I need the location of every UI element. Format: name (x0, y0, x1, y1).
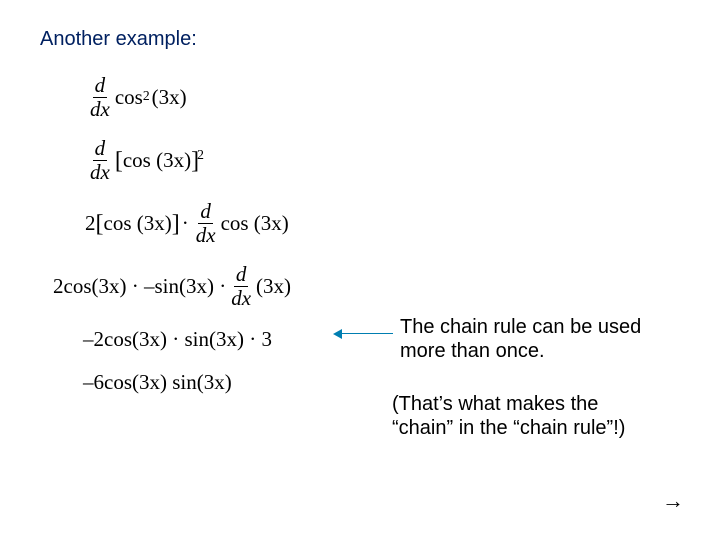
ddx-fraction: d dx (88, 138, 112, 183)
expr: –6cos(3x) sin(3x) (83, 370, 232, 395)
coef: 2 (85, 211, 96, 236)
inner-expr: cos (3x) (123, 148, 191, 173)
arg-text: (3x) (152, 85, 187, 110)
pointer-arrow-line (338, 333, 393, 334)
math-line-6: –6cos(3x) sin(3x) (83, 370, 291, 395)
annotation-chain-explanation: (That’s what makes the “chain” in the “c… (392, 392, 625, 440)
annotation-line: The chain rule can be used (400, 315, 641, 339)
dot: · (182, 211, 189, 236)
ddx-fraction: d dx (194, 201, 218, 246)
left-bracket: [ (115, 148, 123, 175)
rest: cos (3x) (221, 211, 289, 236)
expr: –2cos(3x) · sin(3x) · 3 (83, 327, 272, 352)
math-line-3: 2 [ cos (3x) ] · d dx cos (3x) (85, 201, 291, 246)
left-bracket: [ (96, 211, 104, 238)
annotation-line: more than once. (400, 339, 641, 363)
expr-part-b: (3x) (256, 274, 291, 299)
math-line-2: d dx [ cos (3x) ]2 (85, 138, 291, 183)
inner-expr: cos (3x) (104, 211, 172, 236)
ddx-fraction: d dx (229, 264, 253, 309)
right-bracket: ] (172, 211, 180, 238)
math-line-1: d dx cos2 (3x) (85, 75, 291, 120)
annotation-chain-rule-used: The chain rule can be used more than onc… (400, 315, 641, 363)
derivation-steps: d dx cos2 (3x) d dx [ cos (3x) ]2 2 [ co… (85, 75, 291, 395)
annotation-line: “chain” in the “chain rule”!) (392, 416, 625, 440)
ddx-fraction: d dx (88, 75, 112, 120)
exponent: 2 (197, 147, 204, 163)
slide-title: Another example: (40, 28, 197, 51)
math-line-4: 2cos(3x) · –sin(3x) · d dx (3x) (53, 264, 291, 309)
next-slide-arrow-icon[interactable]: → (662, 488, 684, 514)
pointer-arrow-head-icon (333, 329, 342, 339)
exponent: 2 (143, 88, 150, 104)
cos-text: cos (115, 85, 143, 110)
math-line-5: –2cos(3x) · sin(3x) · 3 (83, 327, 291, 352)
expr-part-a: 2cos(3x) · –sin(3x) · (53, 274, 226, 299)
annotation-line: (That’s what makes the (392, 392, 625, 416)
